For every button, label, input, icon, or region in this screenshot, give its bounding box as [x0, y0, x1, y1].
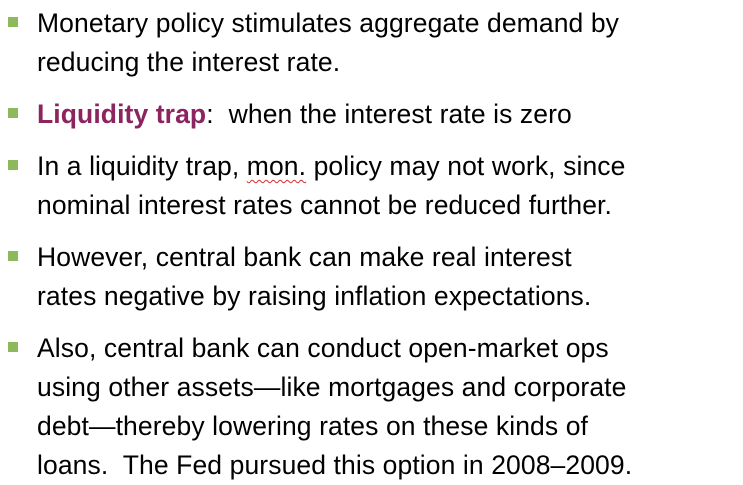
bullet-text-line: rates negative by raising inflation expe…: [37, 281, 592, 311]
text-segment: In a liquidity trap,: [37, 151, 247, 181]
highlighted-term: Liquidity trap: [37, 99, 207, 129]
bullet-text-line: Liquidity trap: when the interest rate i…: [37, 95, 743, 134]
bullet-item-liquidity-trap-policy: In a liquidity trap, mon. policy may not…: [8, 147, 743, 225]
bullet-item-monetary-policy: Monetary policy stimulates aggregate dem…: [8, 4, 743, 82]
bullet-text-line: However, central bank can make real inte…: [37, 242, 572, 272]
bullet-text-line: using other assets—like mortgages and co…: [37, 372, 627, 402]
bullet-list: Monetary policy stimulates aggregate dem…: [8, 4, 743, 485]
bullet-item-real-rates: However, central bank can make real inte…: [8, 238, 743, 316]
square-bullet-icon: [8, 108, 18, 118]
bullet-text-line: Also, central bank can conduct open-mark…: [37, 333, 609, 363]
bullet-item-liquidity-trap: Liquidity trap: when the interest rate i…: [8, 95, 743, 134]
bullet-text-line: In a liquidity trap, mon. policy may not…: [37, 147, 743, 186]
bullet-text-line: nominal interest rates cannot be reduced…: [37, 190, 612, 220]
bullet-text-line: debt—thereby lowering rates on these kin…: [37, 411, 589, 441]
square-bullet-icon: [8, 251, 18, 261]
square-bullet-icon: [8, 342, 18, 352]
bullet-text-line: loans. The Fed pursued this option in 20…: [37, 450, 633, 480]
square-bullet-icon: [8, 17, 18, 27]
bullet-item-open-market-ops: Also, central bank can conduct open-mark…: [8, 329, 743, 485]
square-bullet-icon: [8, 160, 18, 170]
bullet-text-line: reducing the interest rate.: [37, 47, 341, 77]
text-segment: policy may not work, since: [306, 151, 626, 181]
term-definition: : when the interest rate is zero: [206, 99, 572, 129]
bullet-text-line: Monetary policy stimulates aggregate dem…: [37, 8, 620, 38]
spellcheck-flagged-word: mon.: [246, 151, 307, 181]
